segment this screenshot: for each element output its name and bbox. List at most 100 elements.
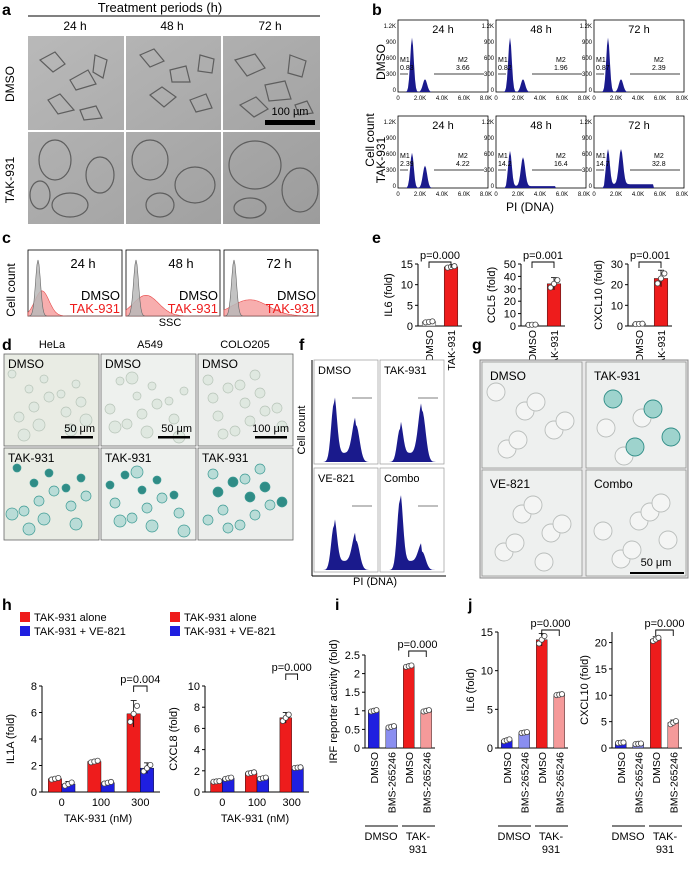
panel-d-cell-colo205: COLO205	[220, 339, 270, 351]
f-histogram	[380, 495, 444, 570]
panel-g-scale-label: 50 μm	[641, 557, 672, 569]
b-xtick: 0	[396, 192, 400, 198]
b-xtick: 4.0K	[436, 96, 448, 102]
g-cell	[622, 540, 642, 560]
d-cell	[244, 491, 256, 503]
d-cell	[33, 495, 45, 507]
d-cell	[234, 379, 246, 391]
d-cell	[227, 476, 239, 488]
d-cell	[24, 384, 34, 394]
d-cell	[137, 485, 147, 495]
panel-h-legend-blue-1: TAK-931 + VE-821	[34, 626, 126, 638]
group-label-dmso: DMSO	[498, 831, 531, 843]
b-gate-m2-value: 16.4	[554, 161, 568, 168]
d-cell	[152, 475, 162, 485]
g-cell	[625, 437, 645, 457]
group-label-dmso: DMSO	[612, 831, 645, 843]
panel-letter-g: g	[472, 337, 482, 354]
d-row-label: TAK-931	[8, 451, 55, 465]
d-cell	[43, 391, 55, 403]
ytick-label: 8	[31, 681, 37, 693]
data-point	[541, 633, 548, 640]
p-value: p=0.000	[644, 618, 684, 630]
p-value: p=0.004	[120, 674, 160, 686]
f-label: DMSO	[318, 365, 351, 377]
d-cell	[202, 374, 214, 386]
b-gate-m1-label: M1	[498, 153, 508, 160]
panel-letter-a: a	[2, 2, 11, 19]
ytick-label: 15	[481, 627, 493, 639]
b-xtick: 4.0K	[632, 96, 644, 102]
data-point	[373, 707, 380, 714]
xtick-label: DMSO	[424, 330, 436, 362]
g-cell	[526, 392, 546, 412]
panel-f-xlabel: PI (DNA)	[353, 576, 397, 588]
data-point	[661, 270, 668, 277]
panel-h-xlabel-1: TAK-931 (nM)	[64, 813, 132, 825]
f-plot-frame	[313, 359, 379, 465]
b-ytick: 1.2K	[384, 120, 396, 126]
data-point	[262, 774, 269, 781]
panel-letter-h: h	[2, 597, 12, 614]
c-histogram-dmso	[223, 259, 318, 317]
data-point	[547, 284, 554, 291]
significance-bracket	[531, 261, 555, 268]
d-cell	[168, 413, 180, 425]
d-scalebar	[255, 436, 287, 439]
group-label-931: 931	[656, 844, 674, 856]
panel-h-legend-red-2: TAK-931 alone	[184, 612, 257, 624]
c-time-label: 72 h	[266, 256, 291, 271]
d-cell	[7, 369, 17, 379]
panel-h-charts: 0 2 4 6 8 IL1A (fold) 0 100 300 p=0.004 0 2 4 6 8 10 CXC…	[5, 662, 312, 809]
panel-a-scale-label: 100 μm	[272, 106, 309, 118]
data-point	[620, 739, 627, 746]
p-value: p=0.000	[420, 250, 460, 262]
d-cell	[177, 524, 191, 538]
b-ytick: 0	[589, 184, 593, 190]
ytick-label: 4	[194, 745, 200, 757]
xtick-label: 100	[248, 797, 266, 809]
d-row-label: TAK-931	[105, 451, 152, 465]
g-label: DMSO	[490, 369, 526, 383]
p-value: p=0.000	[397, 639, 437, 651]
g-cell	[505, 533, 525, 553]
d-cell	[56, 389, 66, 399]
d-cell	[61, 483, 71, 493]
ytick-label: 0	[617, 321, 623, 333]
data-point	[672, 718, 679, 725]
d-cell	[156, 492, 168, 504]
d-row-label: DMSO	[105, 357, 141, 371]
panel-f-histograms: DMSO TAK-931 VE-821 Combo	[313, 359, 445, 573]
xtick-label: DMSO	[634, 330, 646, 362]
b-xtick: 8.0K	[480, 96, 492, 102]
ytick-label: 50	[504, 259, 516, 271]
panel-a-time-72: 72 h	[258, 19, 281, 33]
g-cell	[643, 399, 663, 419]
b-ytick: 600	[582, 56, 593, 62]
c-histogram-dmso	[125, 259, 220, 317]
d-cell	[140, 425, 154, 439]
b-gate-m2-value: 4.22	[456, 161, 470, 168]
d-cell	[212, 486, 224, 498]
c-legend-dmso: DMSO	[81, 288, 120, 303]
d-cell	[222, 382, 234, 394]
xtick-label: 0	[219, 797, 225, 809]
panel-b-row-dmso: DMSO	[374, 44, 388, 80]
group-label-931: 931	[542, 844, 560, 856]
xtick-label: BMS-265246	[421, 752, 433, 813]
b-gate-m1-value: 0.82	[498, 65, 512, 72]
data-point	[451, 263, 458, 270]
b-ytick: 300	[386, 168, 397, 174]
b-ytick: 900	[484, 136, 495, 142]
b-ytick: 1.2K	[384, 24, 396, 30]
data-point	[68, 779, 75, 786]
b-xtick: 6.0K	[458, 96, 470, 102]
d-cell	[276, 496, 288, 508]
significance-bracket	[285, 673, 299, 680]
data-point	[108, 778, 115, 785]
b-gate-m2-label: M2	[458, 57, 468, 64]
data-point	[506, 736, 513, 743]
ytick-label: 1.5	[345, 687, 360, 699]
d-cell	[79, 413, 93, 427]
